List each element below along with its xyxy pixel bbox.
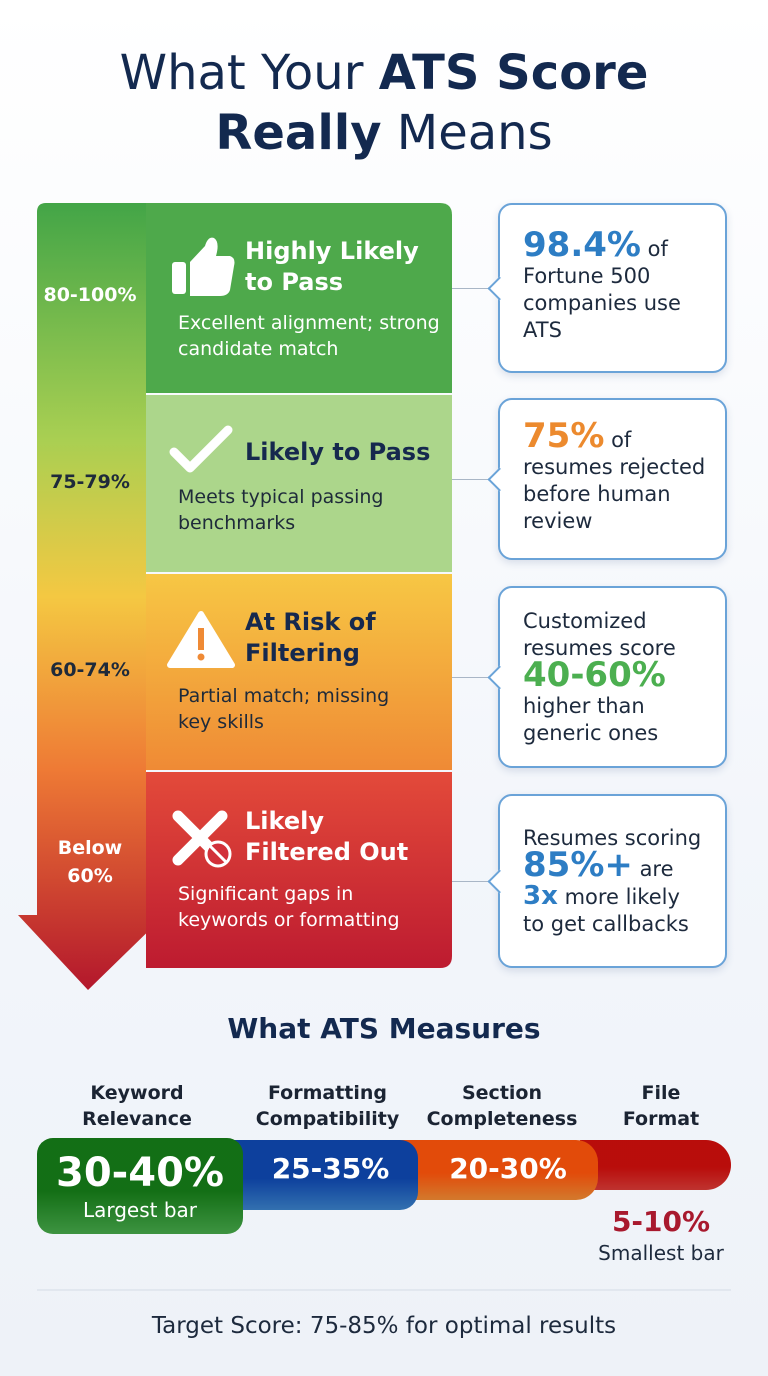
- tier-description: Partial match; missing key skills: [178, 685, 390, 733]
- stat-part: 85%+: [523, 844, 633, 885]
- stat-part: of: [611, 428, 632, 452]
- connector: [452, 288, 498, 289]
- tier-description: Meets typical passing benchmarks: [178, 486, 384, 534]
- stat-part: higher than generic ones: [523, 693, 659, 745]
- tier-panel: [146, 574, 452, 770]
- tier-heading: At Risk of Filtering: [245, 608, 376, 667]
- connector: [452, 677, 498, 678]
- measure-note: Largest bar: [82, 1198, 198, 1222]
- stat-callout: 98.4% of Fortune 500 companies use ATS: [498, 203, 727, 373]
- measures-title: What ATS Measures: [227, 1012, 541, 1045]
- thumbs-icon: [172, 237, 235, 296]
- stat-text: Customized resumes score 40-60% higher tha…: [523, 608, 707, 747]
- measure-label: Formatting Compatibility: [255, 1082, 400, 1130]
- tier-description: Significant gaps in keywords or formatti…: [178, 883, 400, 931]
- stat-part: Resumes scoring: [523, 825, 702, 850]
- score-arrow: [18, 203, 165, 990]
- tier-range: 60-74%: [50, 659, 130, 681]
- stat-part: 40-60%: [523, 654, 666, 695]
- footer-note: Target Score: 75-85% for optimal results: [151, 1313, 617, 1339]
- measure-range: 20-30%: [449, 1152, 567, 1185]
- stat-callout: Customized resumes score 40-60% higher tha…: [498, 586, 727, 768]
- stat-text: 75% of resumes rejected before human revi…: [523, 419, 707, 535]
- connector: [452, 479, 498, 480]
- tier-heading: Highly Likely to Pass: [245, 237, 419, 296]
- measure-label: File Format: [622, 1082, 700, 1130]
- measure-bar: [37, 1138, 243, 1234]
- tier-panel: [146, 203, 452, 393]
- measure-range: 25-35%: [271, 1152, 390, 1185]
- stat-callout: Resumes scoring 85%+ are 3x more likely to…: [498, 794, 727, 968]
- reject-icon: [172, 810, 232, 868]
- measure-bar: [225, 1140, 418, 1210]
- title-part: Really: [215, 105, 382, 161]
- stat-callout: 75% of resumes rejected before human revi…: [498, 398, 727, 560]
- warning-icon: [167, 611, 235, 668]
- stat-part: resumes rejected before human review: [523, 455, 706, 533]
- tier-panel: [146, 772, 452, 968]
- measure-label: Keyword Relevance: [82, 1082, 192, 1130]
- tier-description: Excellent alignment; strong candidate ma…: [178, 312, 440, 360]
- stat-part: Fortune 500 companies use ATS: [523, 264, 681, 342]
- tier-heading: Likely to Pass: [245, 438, 431, 466]
- stat-text: 98.4% of Fortune 500 companies use ATS: [523, 228, 707, 344]
- tier-range: Below 60%: [57, 837, 123, 887]
- measure-note: Smallest bar: [598, 1241, 724, 1265]
- tier-range: 80-100%: [43, 284, 137, 306]
- title-part: ATS Score: [378, 45, 649, 101]
- stat-part: 3x: [523, 880, 558, 911]
- measure-bar: [580, 1140, 731, 1190]
- check-icon: [169, 425, 233, 473]
- tier-panel: [146, 395, 452, 572]
- tier-heading: Likely Filtered Out: [245, 807, 409, 866]
- stat-part: of: [647, 237, 668, 261]
- stat-part: 75%: [523, 416, 605, 456]
- title-line: Really Means: [0, 104, 768, 162]
- stat-part: 98.4%: [523, 225, 641, 265]
- stat-part: are: [639, 856, 674, 881]
- tier-range: 75-79%: [50, 471, 130, 493]
- measure-range: 5-10%: [611, 1205, 711, 1238]
- stat-text: Resumes scoring 85%+ are 3x more likely to…: [523, 825, 707, 938]
- measure-bar: [400, 1140, 598, 1200]
- stat-part: Customized resumes score: [523, 608, 676, 660]
- title-part: Means: [396, 105, 553, 161]
- stat-part: more likely to get callbacks: [523, 884, 689, 936]
- measure-label: Section Completeness: [426, 1082, 578, 1130]
- title-part: What Your: [119, 45, 364, 101]
- connector: [452, 881, 498, 882]
- title-line: What Your ATS Score: [0, 44, 768, 102]
- measure-range: 30-40%: [55, 1150, 224, 1196]
